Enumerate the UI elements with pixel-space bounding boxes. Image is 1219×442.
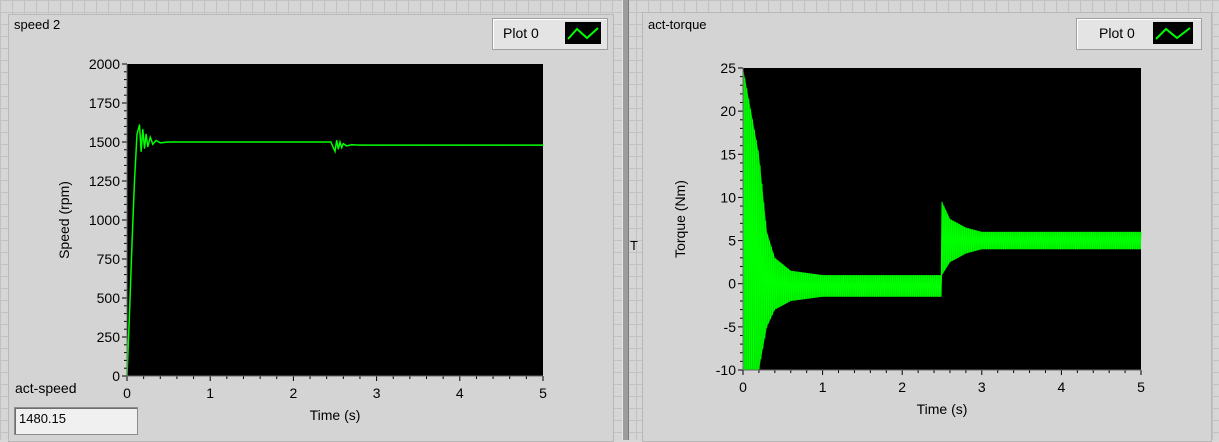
- act-speed-label: act-speed: [15, 380, 77, 396]
- data-point: [351, 144, 353, 146]
- data-point: [341, 146, 343, 149]
- data-point: [159, 142, 161, 144]
- data-point: [417, 144, 419, 146]
- data-point: [138, 124, 141, 126]
- y-tick-label: -5: [724, 319, 737, 335]
- y-tick-label: 20: [720, 103, 736, 119]
- y-tick-label: 0: [728, 276, 736, 292]
- data-point: [342, 142, 344, 145]
- data-point: [184, 141, 186, 143]
- y-axis-title: Torque (Nm): [672, 180, 688, 258]
- y-tick-label: 25: [720, 60, 736, 76]
- line-plot-swatch-icon[interactable]: [1153, 22, 1193, 44]
- x-tick-label: 1: [819, 379, 827, 395]
- data-point: [147, 146, 149, 148]
- x-tick-label: 4: [456, 385, 464, 401]
- y-tick-label: 500: [97, 290, 121, 306]
- series-line: [742, 67, 1142, 371]
- data-point: [459, 144, 461, 146]
- data-point: [339, 141, 341, 143]
- clipped-label: T: [630, 238, 638, 253]
- x-axis-title: Time (s): [310, 407, 361, 423]
- y-tick-label: 2000: [89, 56, 120, 72]
- y-axis-title: Speed (rpm): [56, 181, 72, 259]
- x-tick-label: 2: [898, 379, 906, 395]
- data-point: [334, 150, 336, 152]
- y-tick-label: 10: [720, 189, 736, 205]
- x-tick-label: 3: [373, 385, 381, 401]
- data-point: [128, 313, 131, 315]
- data-point: [140, 150, 142, 152]
- y-tick-label: 750: [97, 251, 121, 267]
- data-point: [168, 141, 170, 143]
- x-tick-label: 5: [1137, 379, 1145, 395]
- data-point: [359, 144, 361, 146]
- data-point: [136, 133, 138, 135]
- speed-graph-title: speed 2: [14, 17, 61, 32]
- y-tick-label: 1750: [89, 95, 120, 111]
- plot-area: [127, 64, 543, 376]
- x-tick-label: 1: [206, 385, 214, 401]
- data-point: [133, 180, 136, 182]
- data-point: [346, 145, 348, 147]
- data-point: [131, 242, 133, 244]
- x-tick-label: 5: [539, 385, 547, 401]
- data-point: [145, 133, 147, 135]
- speed-legend-label: Plot 0: [503, 25, 539, 41]
- line-plot-swatch-icon[interactable]: [565, 22, 601, 44]
- data-point: [152, 143, 154, 145]
- data-point: [542, 144, 544, 146]
- y-tick-label: 5: [728, 233, 736, 249]
- torque-legend-label: Plot 0: [1099, 25, 1135, 41]
- speed-plot-legend[interactable]: Plot 0: [492, 18, 608, 50]
- data-point: [149, 136, 151, 138]
- panel-splitter[interactable]: [622, 0, 629, 440]
- data-point: [142, 128, 144, 131]
- y-tick-label: -10: [716, 362, 736, 378]
- data-point: [337, 148, 339, 150]
- y-tick-label: 1250: [89, 173, 120, 189]
- x-tick-label: 4: [1058, 379, 1066, 395]
- torque-graph-title: act-torque: [648, 17, 707, 32]
- x-tick-label: 2: [290, 385, 298, 401]
- y-tick-label: 1000: [89, 212, 120, 228]
- x-axis-title: Time (s): [917, 401, 968, 417]
- data-point: [336, 139, 338, 142]
- torque-plot-legend[interactable]: Plot 0: [1076, 18, 1202, 50]
- y-tick-label: 15: [720, 146, 736, 162]
- x-tick-label: 0: [739, 379, 747, 395]
- y-tick-label: 1500: [89, 134, 120, 150]
- x-tick-label: 0: [123, 385, 131, 401]
- y-tick-label: 250: [97, 329, 121, 345]
- data-point: [292, 141, 294, 143]
- act-speed-indicator: 1480.15: [14, 407, 138, 435]
- x-tick-label: 3: [978, 379, 986, 395]
- data-point: [251, 141, 253, 143]
- data-point: [376, 144, 378, 146]
- data-point: [500, 144, 502, 146]
- data-point: [143, 147, 146, 149]
- data-point: [155, 139, 157, 142]
- data-point: [330, 141, 332, 143]
- data-point: [209, 141, 211, 143]
- y-tick-label: 0: [112, 368, 120, 384]
